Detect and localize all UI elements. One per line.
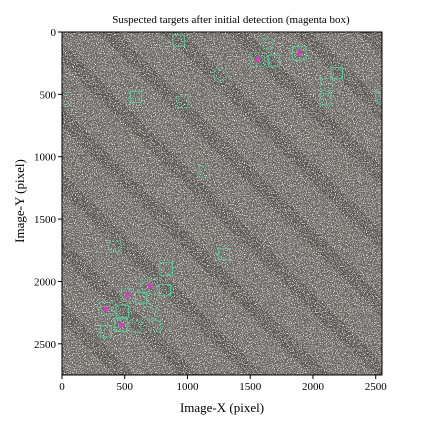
x-tick-label: 0 xyxy=(59,381,65,393)
detection-box xyxy=(128,320,141,333)
target-highlight xyxy=(124,292,130,298)
detection-box xyxy=(217,247,231,261)
y-axis-label: Image-Y (pixel) xyxy=(12,159,27,243)
y-tick-label: 0 xyxy=(51,27,57,39)
y-tick-label: 500 xyxy=(40,89,57,101)
detection-box xyxy=(375,91,382,103)
detection-box xyxy=(143,305,157,320)
x-axis-ticks: 0 500 1000 1500 2000 2500 xyxy=(59,375,387,393)
detection-box xyxy=(141,278,158,295)
target-highlight xyxy=(296,50,302,56)
detection-boxes xyxy=(62,34,382,338)
detection-box xyxy=(330,67,343,80)
detection-box xyxy=(158,284,172,297)
detection-box xyxy=(62,94,72,107)
detection-box xyxy=(267,54,281,67)
x-tick-label: 2000 xyxy=(302,381,325,393)
detection-box xyxy=(108,240,121,253)
y-tick-label: 2000 xyxy=(34,276,57,288)
x-tick-label: 1500 xyxy=(239,381,262,393)
y-tick-label: 2500 xyxy=(34,339,57,351)
detection-box xyxy=(320,77,334,92)
detection-box xyxy=(319,93,332,106)
x-tick-label: 1000 xyxy=(176,381,199,393)
x-axis-label: Image-X (pixel) xyxy=(180,400,264,415)
target-highlight xyxy=(255,57,261,62)
target-highlight xyxy=(118,322,124,328)
target-highlight xyxy=(147,284,153,289)
detection-box xyxy=(134,291,148,304)
detection-box xyxy=(197,165,210,178)
detection-box xyxy=(148,320,162,333)
x-tick-label: 500 xyxy=(116,381,133,393)
detection-box xyxy=(172,34,185,47)
detection-box xyxy=(176,95,189,108)
plot-area xyxy=(62,32,382,375)
detection-box xyxy=(213,68,227,81)
plot-frame xyxy=(61,31,383,376)
detection-box xyxy=(115,304,130,319)
detection-box xyxy=(291,45,307,61)
detection-box xyxy=(114,318,128,332)
detection-box xyxy=(120,288,135,302)
detection-box xyxy=(99,325,113,338)
detection-box xyxy=(262,37,274,49)
detection-box xyxy=(159,262,173,276)
target-highlight xyxy=(103,306,109,312)
y-tick-label: 1500 xyxy=(34,214,57,226)
chart-title: Suspected targets after initial detectio… xyxy=(112,14,350,26)
y-axis-ticks: 0 500 1000 1500 2000 2500 xyxy=(34,27,62,351)
detection-box xyxy=(129,90,143,103)
speckle-noise xyxy=(62,32,382,375)
x-tick-label: 2500 xyxy=(365,381,388,393)
y-tick-label: 1000 xyxy=(34,152,57,164)
